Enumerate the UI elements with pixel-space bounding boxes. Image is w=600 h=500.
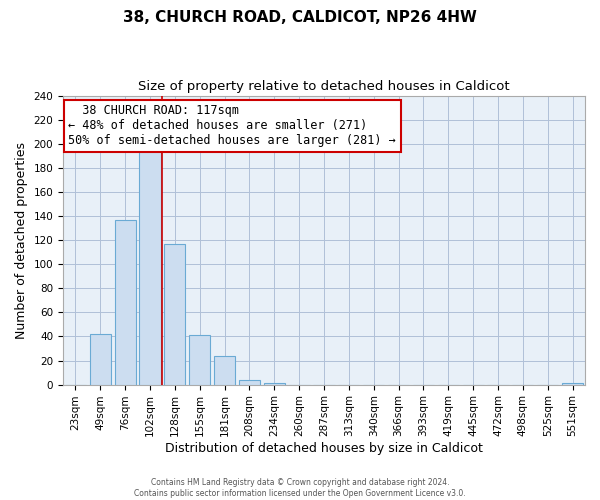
X-axis label: Distribution of detached houses by size in Caldicot: Distribution of detached houses by size …: [165, 442, 483, 455]
Bar: [214, 356, 235, 384]
Text: 38, CHURCH ROAD, CALDICOT, NP26 4HW: 38, CHURCH ROAD, CALDICOT, NP26 4HW: [123, 10, 477, 25]
Title: Size of property relative to detached houses in Caldicot: Size of property relative to detached ho…: [138, 80, 510, 93]
Bar: [239, 380, 260, 384]
Y-axis label: Number of detached properties: Number of detached properties: [15, 142, 28, 338]
Bar: [139, 142, 161, 384]
Text: Contains HM Land Registry data © Crown copyright and database right 2024.
Contai: Contains HM Land Registry data © Crown c…: [134, 478, 466, 498]
Bar: [189, 335, 210, 384]
Bar: [90, 334, 111, 384]
Bar: [115, 220, 136, 384]
Text: 38 CHURCH ROAD: 117sqm
← 48% of detached houses are smaller (271)
50% of semi-de: 38 CHURCH ROAD: 117sqm ← 48% of detached…: [68, 104, 396, 147]
Bar: [164, 244, 185, 384]
